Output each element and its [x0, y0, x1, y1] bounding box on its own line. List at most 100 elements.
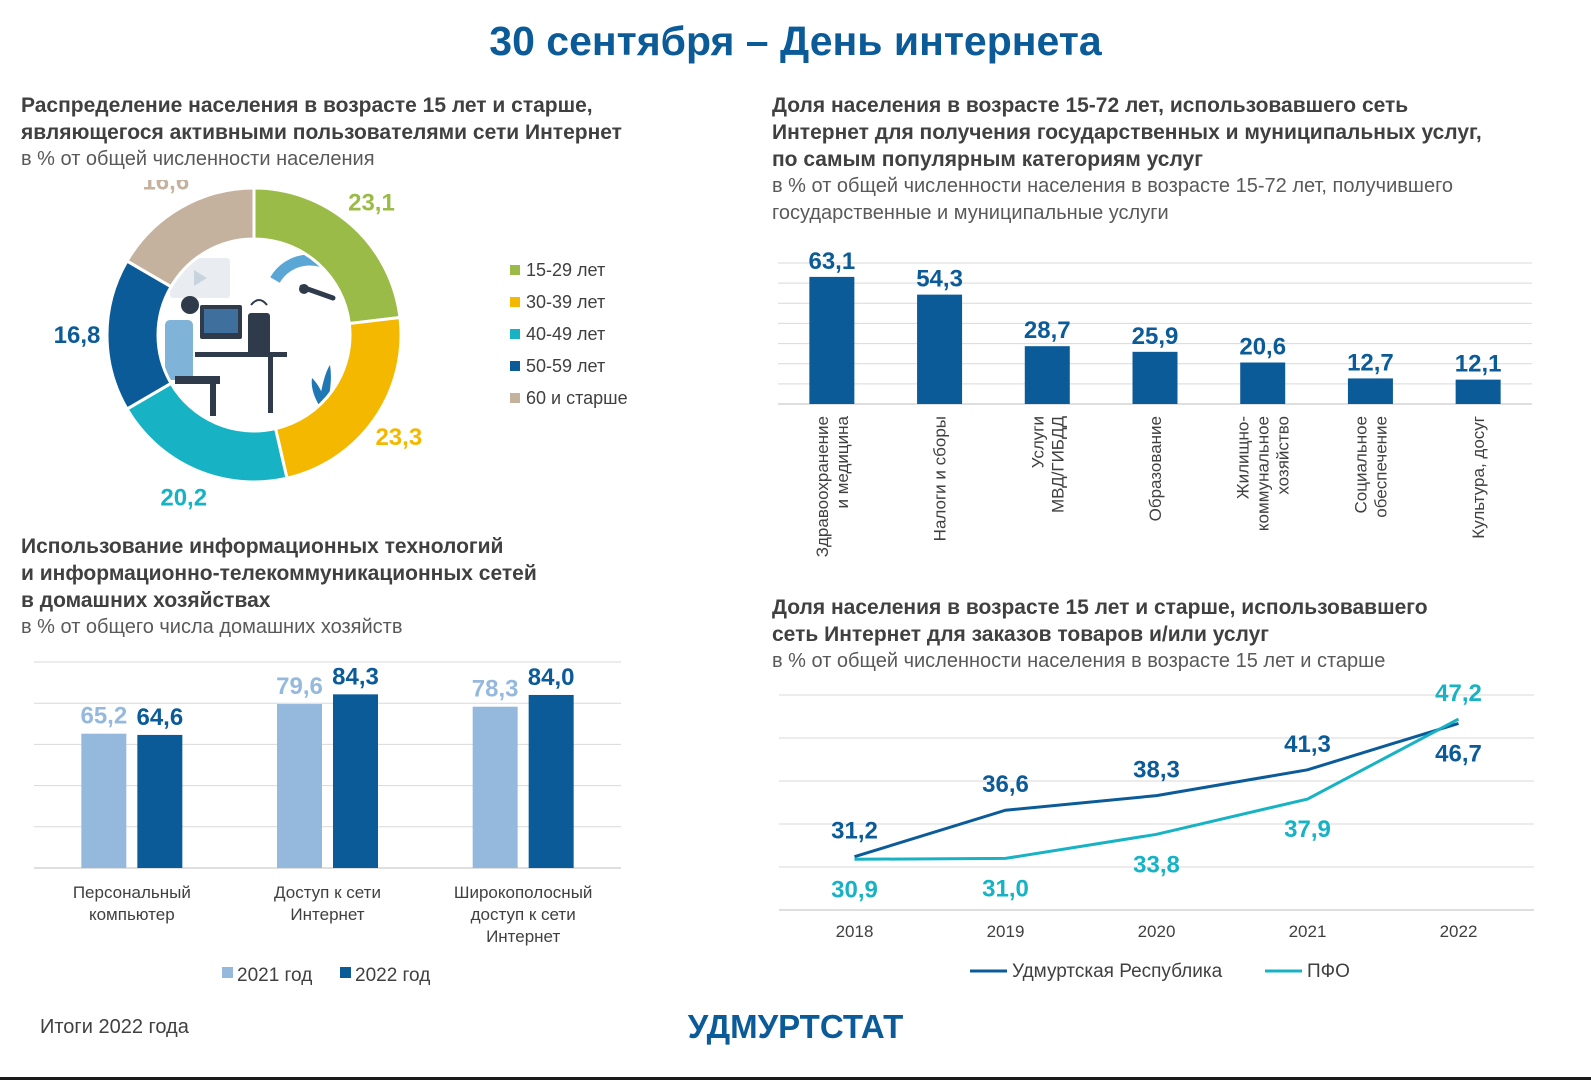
legend-swatch [222, 967, 233, 978]
bar [809, 276, 855, 404]
pie-chart-title-1: Распределение населения в возрасте 15 ле… [21, 94, 593, 117]
bar [1455, 379, 1501, 404]
pie-chart-subtitle: в % от общей численности населения [21, 148, 375, 170]
router-icon [248, 313, 270, 357]
category-label: Социальноеобеспечение [1351, 416, 1390, 518]
legend-label: 50-59 лет [526, 355, 606, 376]
point-value-label: 31,0 [982, 875, 1029, 902]
bar-value-label: 78,3 [472, 676, 519, 703]
bar [1132, 351, 1178, 404]
pie-chart-header: Распределение населения в возрасте 15 ле… [21, 92, 622, 173]
point-value-label: 36,6 [982, 771, 1029, 798]
legend-swatch [510, 297, 520, 307]
services-chart-title-3: по самым популярным категориям услуг [772, 148, 1203, 171]
bar [137, 734, 183, 868]
legend-swatch [510, 393, 520, 403]
legend-label: ПФО [1307, 961, 1350, 982]
bar [277, 704, 322, 868]
bar [333, 694, 378, 868]
point-value-label: 46,7 [1435, 740, 1482, 767]
households-chart-title-1: Использование информационных технологий [21, 535, 504, 558]
orders-chart-header: Доля населения в возрасте 15 лет и старш… [772, 594, 1428, 675]
point-value-label: 31,2 [831, 818, 878, 845]
services-chart-header: Доля населения в возрасте 15-72 лет, исп… [772, 92, 1482, 227]
page-title: 30 сентября – День интернета [489, 18, 1102, 64]
legend-swatch [340, 967, 351, 978]
bar-value-label: 64,6 [136, 704, 183, 731]
households-bar-chart: 65,2 64,6 Персональный компьютер 79,6 84,3 Дос… [34, 661, 621, 986]
bar-value-label: 25,9 [1132, 323, 1179, 350]
legend-item-50-59: 50-59 лет [510, 350, 628, 382]
bottom-divider [0, 1077, 1591, 1080]
category-label: Персональный компьютер [73, 883, 191, 924]
legend-item-40-49: 40-49 лет [510, 318, 628, 350]
category-label: Здравоохранениеи медицина [813, 415, 852, 557]
bar-value-label: 84,3 [332, 663, 379, 690]
legend-label: 30-39 лет [526, 291, 606, 312]
legend-label: 2022 год [355, 965, 430, 986]
households-chart-header: Использование информационных технологий … [21, 533, 537, 641]
services-chart-subtitle-2: государственные и муниципальные услуги [772, 202, 1169, 224]
point-value-label: 47,2 [1435, 680, 1482, 707]
households-chart-title-3: в домашних хозяйствах [21, 589, 271, 612]
legend-label: 15-29 лет [526, 259, 606, 280]
point-value-label: 41,3 [1284, 731, 1331, 758]
category-label: Культура, досуг [1469, 416, 1488, 539]
donut-value-label: 20,2 [160, 484, 207, 510]
bar-value-label: 63,1 [808, 248, 855, 275]
bar [1240, 362, 1286, 404]
series-line-udmurtia [854, 721, 1459, 859]
x-tick-label: 2021 [1289, 922, 1327, 941]
bar-value-label: 12,7 [1347, 349, 1394, 376]
bar-value-label: 84,0 [528, 664, 575, 691]
category-label: Жилищно-коммунальноехозяйство [1234, 416, 1293, 531]
bar-value-label: 12,1 [1455, 351, 1502, 378]
bar-value-label: 54,3 [916, 266, 963, 293]
legend-item-15-29: 15-29 лет [510, 254, 628, 286]
orders-line-chart: 2018 2019 2020 2021 2022 31,2 36,6 38,3 41,3 46,7… [779, 680, 1534, 982]
bar-value-label: 79,6 [276, 673, 323, 700]
bar [528, 694, 574, 868]
legend-item-30-39: 30-39 лет [510, 286, 628, 318]
services-bar-chart: 63,1 Здравоохранениеи медицина 54,3 Налоги … [778, 248, 1532, 557]
x-tick-label: 2019 [987, 922, 1025, 941]
point-value-label: 37,9 [1284, 816, 1331, 843]
legend-label: 40-49 лет [526, 323, 606, 344]
legend-label: Удмуртская Республика [1012, 961, 1223, 982]
bar [1347, 378, 1393, 404]
donut-value-label: 23,3 [375, 424, 422, 451]
services-chart-subtitle-1: в % от общей численности населения в воз… [772, 175, 1454, 197]
orders-chart-title-1: Доля населения в возрасте 15 лет и старш… [772, 596, 1428, 619]
person-icon [165, 320, 193, 380]
bar [81, 733, 127, 868]
bar [1024, 346, 1070, 404]
point-value-label: 33,8 [1133, 851, 1180, 878]
orders-chart-subtitle: в % от общей численности населения в воз… [772, 650, 1386, 672]
services-chart-title-2: Интернет для получения государственных и… [772, 121, 1482, 144]
footer-brand: УДМУРТСТАТ [687, 1008, 904, 1045]
category-label: Широкополосный доступ к сети Интернет [454, 883, 593, 946]
donut-value-label: 23,1 [348, 190, 395, 217]
legend-swatch [510, 361, 520, 371]
bar-value-label: 28,7 [1024, 317, 1071, 344]
orders-chart-title-2: сеть Интернет для заказов товаров и/или … [772, 623, 1270, 646]
households-chart-title-2: и информационно-телекоммуникационных сет… [21, 562, 537, 585]
bar-value-label: 65,2 [80, 703, 127, 730]
legend-swatch [510, 265, 520, 275]
households-chart-subtitle: в % от общего числа домашних хозяйств [21, 616, 403, 638]
desk-icon [195, 352, 287, 357]
legend-swatch [510, 329, 520, 339]
x-tick-label: 2022 [1440, 922, 1478, 941]
pie-legend: 15-29 лет 30-39 лет 40-49 лет 50-59 лет … [510, 254, 628, 414]
category-label: УслугиМВД/ГИБДД [1028, 416, 1067, 513]
bar [472, 706, 518, 868]
series-line-pfo [854, 717, 1460, 861]
footer-period: Итоги 2022 года [40, 1016, 189, 1038]
category-label: Образование [1146, 416, 1165, 521]
category-label: Доступ к сети Интернет [274, 883, 381, 924]
donut-value-label: 16,8 [54, 322, 101, 349]
legend-label: 2021 год [237, 965, 312, 986]
donut-chart: 23,1 23,3 20,2 16,8 16,6 [54, 180, 423, 510]
legend-item-60-plus: 60 и старше [510, 382, 628, 414]
point-value-label: 38,3 [1133, 757, 1180, 784]
